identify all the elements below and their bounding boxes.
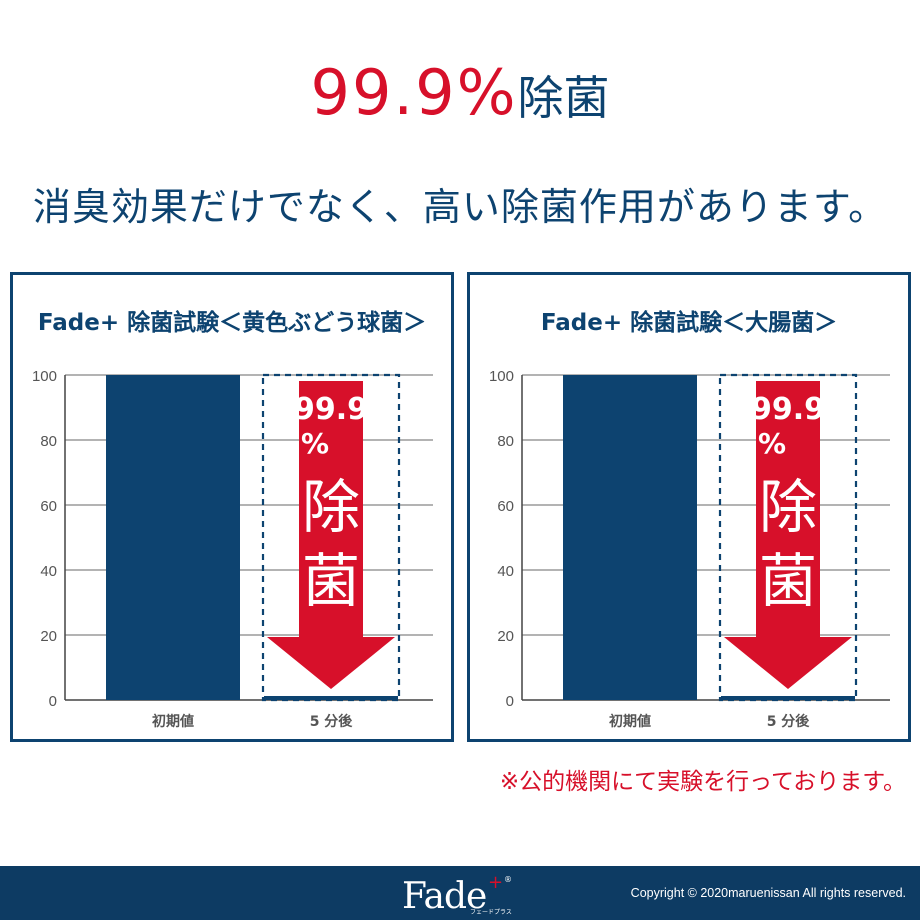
y-tick-label: 100 bbox=[32, 368, 57, 385]
annotation-word-1: 除 bbox=[302, 473, 360, 541]
y-tick-label: 60 bbox=[497, 498, 514, 515]
y-tick-label: 0 bbox=[49, 693, 57, 710]
subheadline: 消臭効果だけでなく、高い除菌作用があります。 bbox=[32, 185, 888, 229]
logo-sub: フェードプラス bbox=[470, 909, 512, 916]
chart-svg: 0 20 40 60 80 100 初期値 5 分後 99.9% 除菌 bbox=[32, 368, 433, 730]
annotation-word-2: 菌 bbox=[759, 547, 817, 615]
y-tick-label: 0 bbox=[506, 693, 514, 710]
reduction-arrow bbox=[724, 381, 852, 689]
y-tick-label: 20 bbox=[40, 628, 57, 645]
logo-text: Fade bbox=[402, 876, 486, 916]
copyright: Copyright © 2020maruenissan All rights r… bbox=[630, 886, 906, 900]
dashed-outline bbox=[718, 373, 858, 702]
logo-plus: + bbox=[488, 872, 503, 893]
annotation-percent: 99.9 bbox=[294, 392, 368, 427]
annotation-word-2: 菌 bbox=[302, 547, 360, 615]
annotation-percent: 99.9 bbox=[751, 392, 825, 427]
annotation-word-1: 除 bbox=[759, 473, 817, 541]
chart-title: Fade+ 除菌試験＜黄色ぶどう球菌＞ bbox=[37, 310, 427, 336]
x-tick-label: 5 分後 bbox=[767, 713, 811, 730]
reduction-arrow bbox=[267, 381, 395, 689]
x-tick-label: 5 分後 bbox=[310, 713, 354, 730]
y-tick-label: 40 bbox=[40, 563, 57, 580]
chart-panel-ecoli: Fade+ 除菌試験＜大腸菌＞ 0 20 40 60 80 100 初期値 5 分後 99.9%… bbox=[467, 272, 911, 742]
bar bbox=[563, 375, 697, 700]
y-tick-label: 40 bbox=[497, 563, 514, 580]
annotation-percent-sign: % bbox=[758, 427, 786, 460]
annotation-percent-sign: % bbox=[301, 427, 329, 460]
y-tick-label: 80 bbox=[497, 433, 514, 450]
fade-plus-logo: Fade + ® フェードプラス bbox=[402, 872, 512, 916]
x-tick-label: 初期値 bbox=[152, 713, 194, 730]
y-tick-label: 100 bbox=[489, 368, 514, 385]
y-tick-label: 60 bbox=[40, 498, 57, 515]
bar bbox=[721, 696, 855, 700]
chart-title: Fade+ 除菌試験＜大腸菌＞ bbox=[540, 310, 838, 336]
headline-word: 除菌 bbox=[517, 71, 610, 125]
x-tick-label: 初期値 bbox=[609, 713, 651, 730]
footnote: ※公的機関にて実験を行っております。 bbox=[499, 769, 906, 795]
bar bbox=[264, 696, 398, 700]
bar bbox=[106, 375, 240, 700]
dashed-outline bbox=[261, 373, 401, 702]
y-tick-label: 80 bbox=[40, 433, 57, 450]
y-tick-label: 20 bbox=[497, 628, 514, 645]
headline-number: 99.9% bbox=[310, 56, 518, 129]
chart-panel-staph: Fade+ 除菌試験＜黄色ぶどう球菌＞ 0 20 40 60 80 100 初期値 5 分後 9… bbox=[10, 272, 454, 742]
footer: Fade + ® フェードプラス Copyright © 2020marueni… bbox=[0, 866, 920, 920]
headline: 99.9%除菌 bbox=[0, 62, 920, 124]
logo-registered: ® bbox=[504, 875, 512, 884]
chart-svg: 0 20 40 60 80 100 初期値 5 分後 99.9% 除菌 bbox=[489, 368, 890, 730]
